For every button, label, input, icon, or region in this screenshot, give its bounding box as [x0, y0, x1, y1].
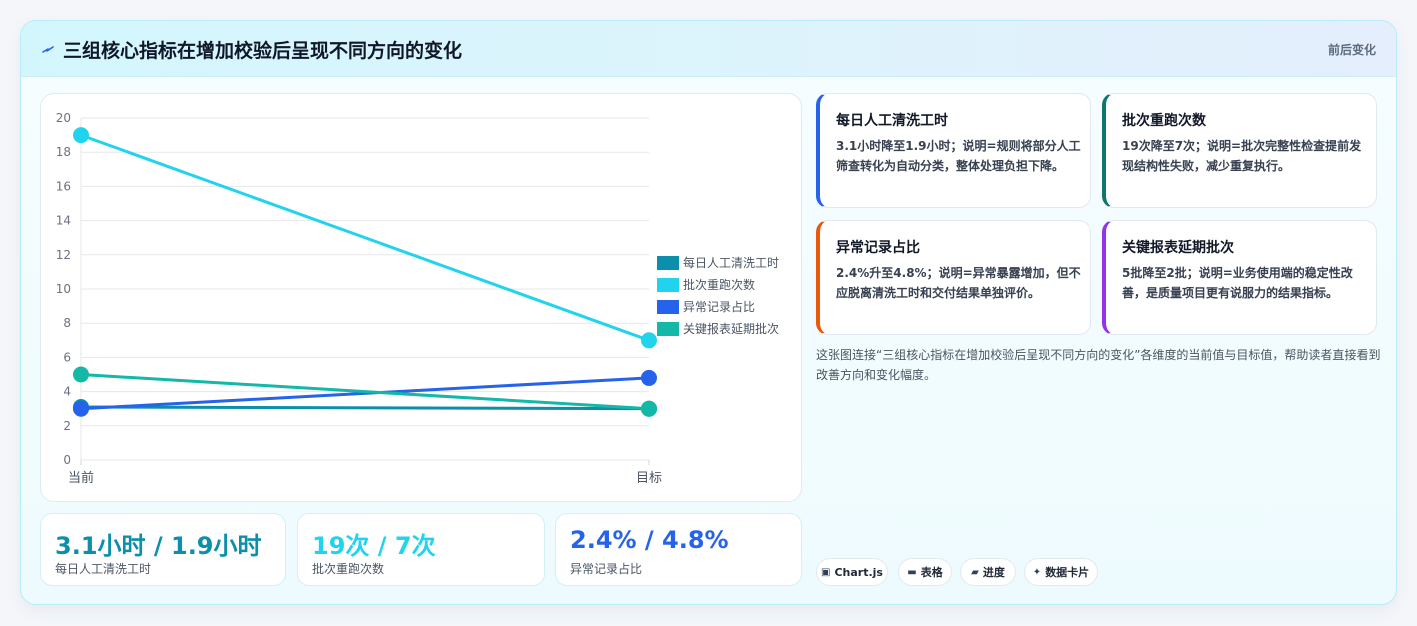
- y-tick-label: 0: [63, 453, 71, 467]
- stat-card-rerun-count: 19次 / 7次 批次重跑次数: [297, 513, 545, 586]
- insight-card-report-delay: 关键报表延期批次 5批降至2批；说明=业务使用端的稳定性改善，是质量项目更有说服…: [1102, 220, 1377, 335]
- data-point: [641, 400, 657, 417]
- data-point: [641, 369, 657, 386]
- y-tick-label: 18: [56, 145, 71, 159]
- y-tick-label: 6: [63, 350, 71, 364]
- pill-progress[interactable]: ▰ 进度: [960, 558, 1016, 586]
- main-card: 三组核心指标在增加校验后呈现不同方向的变化 前后变化 0 2 4 6 8 10 12 14 16…: [20, 20, 1397, 605]
- line-chart: 0 2 4 6 8 10 12 14 16 18 20 当前 目标 每日人工清洗工时批次重跑次数异常记录占…: [56, 111, 779, 486]
- legend-swatch: [657, 278, 679, 292]
- insight-body: 19次降至7次；说明=批次完整性检查提前发现结构性失败，减少重复执行。: [1122, 139, 1362, 173]
- stat-value: 3.1小时 / 1.9小时: [55, 532, 262, 560]
- stat-value: 19次 / 7次: [312, 532, 436, 560]
- y-tick-label: 20: [56, 111, 71, 125]
- y-tick-label: 10: [56, 282, 71, 296]
- legend-swatch: [657, 256, 679, 270]
- progress-icon: ▰: [971, 566, 979, 578]
- data-point: [641, 332, 657, 349]
- pill-label: 表格: [920, 566, 943, 579]
- series-line-3: [80, 373, 650, 411]
- series-line-1: [80, 133, 650, 342]
- insight-title: 批次重跑次数: [1122, 113, 1206, 129]
- y-tick-label: 2: [63, 419, 71, 433]
- legend-label: 关键报表延期批次: [683, 321, 779, 336]
- data-point: [73, 400, 89, 417]
- sparkle-icon: ✦: [1032, 566, 1042, 578]
- insight-body: 3.1小时降至1.9小时；说明=规则将部分人工筛查转化为自动分类，整体处理负担下…: [836, 139, 1081, 173]
- stat-value: 2.4% / 4.8%: [570, 526, 729, 554]
- insight-body: 2.4%升至4.8%；说明=异常暴露增加，但不应脱离清洗工时和交付结果单独评价。: [836, 266, 1081, 300]
- page-title: 三组核心指标在增加校验后呈现不同方向的变化: [63, 40, 463, 62]
- legend-label: 异常记录占比: [683, 299, 755, 314]
- insight-title: 异常记录占比: [836, 240, 920, 256]
- x-tick-label: 当前: [68, 470, 94, 486]
- series-line-0: [80, 405, 650, 411]
- x-tick-label: 目标: [636, 471, 662, 486]
- y-tick-label: 4: [63, 385, 71, 399]
- legend-label: 每日人工清洗工时: [683, 255, 779, 270]
- chart-icon: ▣: [821, 566, 831, 578]
- y-tick-label: 16: [56, 179, 71, 193]
- insight-card-cleaning-hours: 每日人工清洗工时 3.1小时降至1.9小时；说明=规则将部分人工筛查转化为自动分…: [816, 93, 1091, 208]
- insight-body: 5批降至2批；说明=业务使用端的稳定性改善，是质量项目更有说服力的结果指标。: [1122, 266, 1353, 300]
- insight-title: 每日人工清洗工时: [836, 113, 948, 129]
- pill-label: Chart.js: [834, 565, 883, 579]
- spark-icon: [42, 46, 54, 53]
- pill-data-card[interactable]: ✦ 数据卡片: [1024, 558, 1098, 586]
- pill-table[interactable]: ▬ 表格: [898, 558, 952, 586]
- stat-card-anomaly-ratio: 2.4% / 4.8% 异常记录占比: [555, 513, 802, 586]
- insight-card-anomaly-ratio: 异常记录占比 2.4%升至4.8%；说明=异常暴露增加，但不应脱离清洗工时和交付…: [816, 220, 1091, 335]
- y-tick-label: 8: [63, 316, 71, 330]
- y-tick-label: 14: [56, 214, 71, 228]
- card-header: 三组核心指标在增加校验后呈现不同方向的变化 前后变化: [21, 21, 1396, 77]
- table-icon: ▬: [907, 566, 917, 578]
- series-line-2: [80, 376, 650, 411]
- chart-description: 这张图连接“三组核心指标在增加校验后呈现不同方向的变化”各维度的当前值与目标值，…: [816, 348, 1381, 382]
- legend-label: 批次重跑次数: [683, 277, 755, 292]
- pill-label: 进度: [982, 566, 1005, 579]
- pill-label: 数据卡片: [1045, 566, 1090, 579]
- header-tag: 前后变化: [1327, 43, 1376, 57]
- insight-card-rerun-count: 批次重跑次数 19次降至7次；说明=批次完整性检查提前发现结构性失败，减少重复执…: [1102, 93, 1377, 208]
- data-point: [73, 127, 89, 144]
- legend-swatch: [657, 322, 679, 336]
- line-chart-panel: 0 2 4 6 8 10 12 14 16 18 20 当前 目标 每日人工清洗工时 批次重跑次数 异常记录占…: [40, 93, 802, 502]
- data-point: [73, 366, 89, 383]
- stat-card-cleaning-hours: 3.1小时 / 1.9小时 每日人工清洗工时: [40, 513, 286, 586]
- stat-label: 批次重跑次数: [312, 562, 385, 576]
- stat-label: 异常记录占比: [570, 562, 643, 576]
- insight-title: 关键报表延期批次: [1122, 240, 1234, 256]
- pill-chartjs[interactable]: ▣ Chart.js: [816, 558, 888, 586]
- legend-swatch: [657, 300, 679, 314]
- stat-label: 每日人工清洗工时: [55, 562, 152, 576]
- y-tick-label: 12: [56, 248, 71, 262]
